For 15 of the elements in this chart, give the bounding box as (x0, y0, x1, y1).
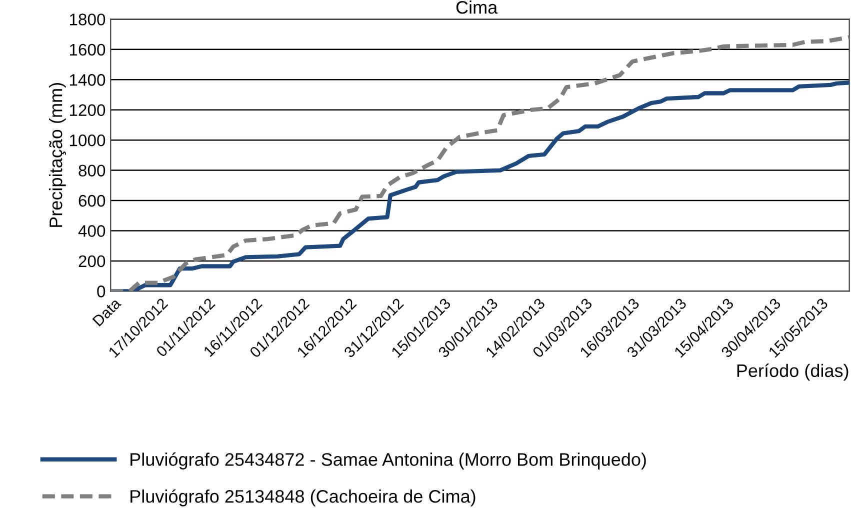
y-tick-label: 1000 (70, 134, 106, 146)
y-axis-title: Precipitação (mm) (49, 83, 66, 227)
y-tick-label: 200 (78, 255, 106, 268)
y-tick-label: 0 (97, 286, 106, 298)
legend-label: Pluviógrafo 25434872 - Samae Antonina (Morro Bom Brinquedo) (130, 452, 646, 470)
y-tick-label: 1200 (70, 104, 106, 116)
y-tick-label: 1600 (70, 44, 106, 56)
y-tick-label: 600 (78, 194, 106, 207)
y-tick-label: 400 (78, 225, 106, 237)
y-tick-label: 800 (78, 164, 106, 176)
y-tick-label: 1400 (70, 74, 106, 86)
x-axis-title: Período (dias) (737, 364, 848, 381)
legend-label: Pluviógrafo 25134848 (Cachoeira de Cima) (130, 489, 476, 506)
chart-title: Cima (456, 0, 498, 14)
y-tick-label: 1800 (70, 14, 106, 26)
